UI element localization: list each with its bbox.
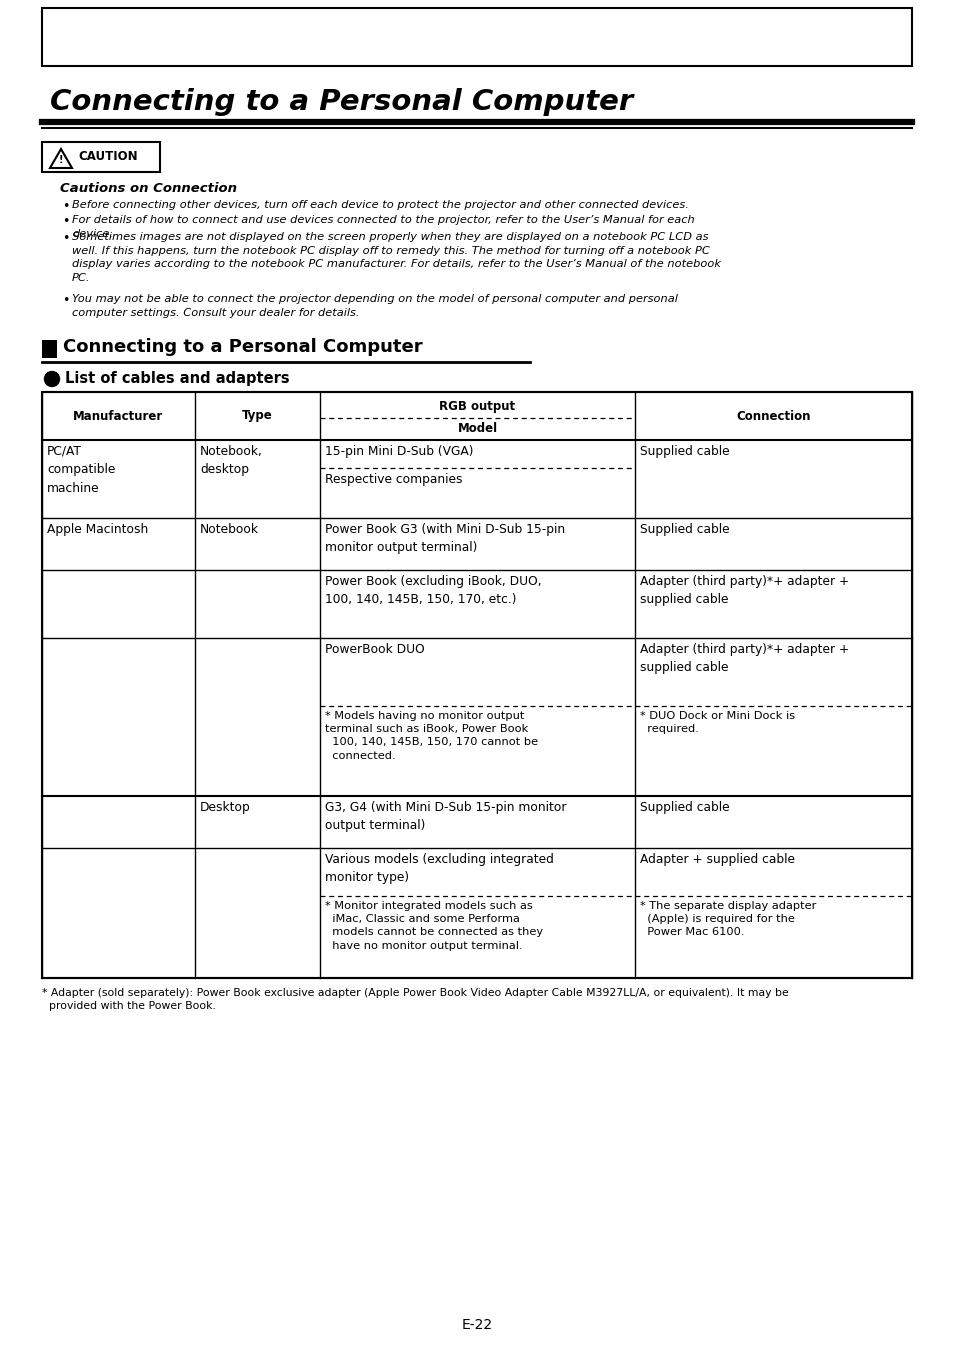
Text: Supplied cable: Supplied cable xyxy=(639,445,729,458)
Bar xyxy=(42,340,57,359)
Text: Desktop: Desktop xyxy=(200,801,251,814)
Text: •: • xyxy=(62,232,70,245)
Text: Adapter + supplied cable: Adapter + supplied cable xyxy=(639,853,794,865)
Text: Supplied cable: Supplied cable xyxy=(639,523,729,537)
Text: •: • xyxy=(62,200,70,213)
Bar xyxy=(42,392,911,979)
Text: Adapter (third party)*+ adapter +
supplied cable: Adapter (third party)*+ adapter + suppli… xyxy=(639,576,848,607)
Text: Sometimes images are not displayed on the screen properly when they are displaye: Sometimes images are not displayed on th… xyxy=(71,232,720,283)
Text: Connecting to a Personal Computer: Connecting to a Personal Computer xyxy=(63,338,422,356)
Text: Adapter (third party)*+ adapter +
supplied cable: Adapter (third party)*+ adapter + suppli… xyxy=(639,643,848,674)
Text: 15-pin Mini D-Sub (VGA): 15-pin Mini D-Sub (VGA) xyxy=(325,445,473,458)
Bar xyxy=(42,142,160,173)
Text: Notebook: Notebook xyxy=(200,523,258,537)
Text: Manufacturer: Manufacturer xyxy=(73,410,164,422)
Text: * The separate display adapter
  (Apple) is required for the
  Power Mac 6100.: * The separate display adapter (Apple) i… xyxy=(639,900,816,937)
Text: RGB output: RGB output xyxy=(439,400,515,412)
Text: Before connecting other devices, turn off each device to protect the projector a: Before connecting other devices, turn of… xyxy=(71,200,688,210)
Text: Model: Model xyxy=(456,422,497,434)
Text: PC/AT
compatible
machine: PC/AT compatible machine xyxy=(47,445,115,495)
Text: Supplied cable: Supplied cable xyxy=(639,801,729,814)
Text: provided with the Power Book.: provided with the Power Book. xyxy=(42,1002,215,1011)
Text: •: • xyxy=(62,294,70,307)
Text: * Adapter (sold separately): Power Book exclusive adapter (Apple Power Book Vide: * Adapter (sold separately): Power Book … xyxy=(42,988,788,998)
Text: G3, G4 (with Mini D-Sub 15-pin monitor
output terminal): G3, G4 (with Mini D-Sub 15-pin monitor o… xyxy=(325,801,566,832)
Text: Connecting to a Personal Computer: Connecting to a Personal Computer xyxy=(50,88,633,116)
Text: Notebook,
desktop: Notebook, desktop xyxy=(200,445,263,476)
Text: •: • xyxy=(62,214,70,228)
Text: List of cables and adapters: List of cables and adapters xyxy=(65,371,290,386)
Text: Cautions on Connection: Cautions on Connection xyxy=(60,182,236,195)
Text: Apple Macintosh: Apple Macintosh xyxy=(47,523,148,537)
Text: !: ! xyxy=(59,155,63,164)
Bar xyxy=(42,8,911,66)
Text: E-22: E-22 xyxy=(461,1318,492,1332)
Text: * Monitor integrated models such as
  iMac, Classic and some Performa
  models c: * Monitor integrated models such as iMac… xyxy=(325,900,542,950)
Text: Respective companies: Respective companies xyxy=(325,473,462,487)
Text: Power Book (excluding iBook, DUO,
100, 140, 145B, 150, 170, etc.): Power Book (excluding iBook, DUO, 100, 1… xyxy=(325,576,541,607)
Text: Power Book G3 (with Mini D-Sub 15-pin
monitor output terminal): Power Book G3 (with Mini D-Sub 15-pin mo… xyxy=(325,523,564,554)
Text: Connection: Connection xyxy=(736,410,810,422)
Text: For details of how to connect and use devices connected to the projector, refer : For details of how to connect and use de… xyxy=(71,214,694,239)
Circle shape xyxy=(45,372,59,387)
Text: PowerBook DUO: PowerBook DUO xyxy=(325,643,424,656)
Text: CAUTION: CAUTION xyxy=(78,151,137,163)
Text: Type: Type xyxy=(242,410,273,422)
Text: * DUO Dock or Mini Dock is
  required.: * DUO Dock or Mini Dock is required. xyxy=(639,710,794,735)
Text: * Models having no monitor output
terminal such as iBook, Power Book
  100, 140,: * Models having no monitor output termin… xyxy=(325,710,537,760)
Text: You may not be able to connect the projector depending on the model of personal : You may not be able to connect the proje… xyxy=(71,294,678,318)
Text: Various models (excluding integrated
monitor type): Various models (excluding integrated mon… xyxy=(325,853,554,884)
